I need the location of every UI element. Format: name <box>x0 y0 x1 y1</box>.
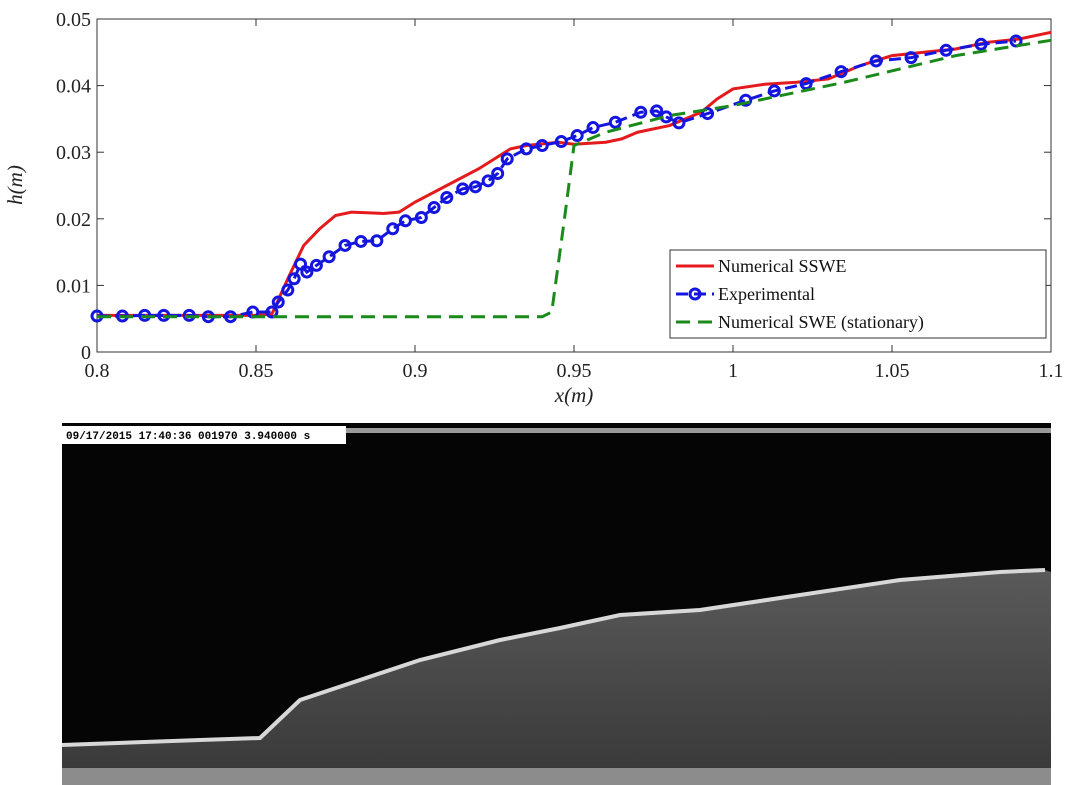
water-surface <box>61 568 1046 747</box>
data-point <box>672 116 686 130</box>
tank-top-edge <box>62 428 1051 433</box>
data-point <box>287 272 301 286</box>
x-tick-label: 0.8 <box>85 360 110 382</box>
data-point <box>281 283 295 297</box>
data-point <box>271 295 285 309</box>
data-point <box>570 129 584 143</box>
data-point <box>265 305 279 319</box>
data-point <box>481 174 495 188</box>
data-point <box>799 77 813 91</box>
data-point <box>634 105 648 119</box>
data-point <box>904 51 918 65</box>
x-axis-label: x(m) <box>554 383 593 407</box>
data-point <box>701 107 715 121</box>
y-tick-label: 0.01 <box>56 275 91 297</box>
data-point <box>398 214 412 228</box>
data-point <box>535 139 549 153</box>
timestamp: 09/17/2015 17:40:36 001970 3.940000 s <box>66 431 310 443</box>
y-tick-label: 0 <box>81 342 91 364</box>
series-line <box>97 38 1052 319</box>
y-tick-label: 0.02 <box>56 209 91 231</box>
data-point <box>586 121 600 135</box>
y-axis-label: h(m) <box>3 165 27 205</box>
data-point <box>834 65 848 79</box>
legend-marker <box>688 287 702 301</box>
photo: 09/17/2015 17:40:36 001970 3.940000 s <box>61 423 1051 785</box>
data-point <box>300 265 314 279</box>
legend-label: Numerical SWE (stationary) <box>718 312 924 333</box>
data-point <box>294 257 308 271</box>
data-point <box>370 234 384 248</box>
data-point <box>440 190 454 204</box>
x-tick-label: 1.05 <box>875 360 910 382</box>
data-point <box>939 43 953 57</box>
y-tick-label: 0.05 <box>56 9 91 31</box>
data-point <box>500 152 514 166</box>
tank-floor <box>62 768 1051 785</box>
data-point <box>1009 34 1023 48</box>
chart: x(m) h(m) 0.8 0.85 0.9 0.95 1 1.05 1.1 0 0.01 0.0… <box>3 9 1064 407</box>
x-tick-label: 0.9 <box>403 360 428 382</box>
legend: Numerical SSWE Experimental Numerical SWE … <box>669 249 1047 339</box>
data-point <box>338 238 352 252</box>
data-point <box>309 258 323 272</box>
data-point <box>974 37 988 51</box>
x-tick-label: 0.85 <box>239 360 274 382</box>
y-tick-label: 0.03 <box>56 142 91 164</box>
x-tick-label: 0.95 <box>557 360 592 382</box>
timestamp-box <box>62 426 346 444</box>
series-line <box>97 39 1017 319</box>
data-point <box>386 222 400 236</box>
data-point <box>468 180 482 194</box>
data-point <box>739 93 753 107</box>
data-point <box>650 104 664 118</box>
y-tick-label: 0.04 <box>56 76 91 98</box>
data-point <box>767 84 781 98</box>
data-point <box>427 200 441 214</box>
data-point <box>554 135 568 149</box>
data-point <box>869 54 883 68</box>
legend-box <box>669 249 1047 339</box>
data-point <box>608 115 622 129</box>
data-point <box>491 167 505 181</box>
data-point <box>322 250 336 264</box>
data-point <box>456 182 470 196</box>
x-tick-label: 1 <box>728 360 738 382</box>
data-point <box>414 210 428 224</box>
data-point <box>354 234 368 248</box>
legend-label: Experimental <box>718 284 815 304</box>
x-tick-label: 1.1 <box>1039 360 1064 382</box>
legend-label: Numerical SSWE <box>718 256 846 276</box>
data-point <box>519 142 533 156</box>
water-body <box>62 570 1051 770</box>
